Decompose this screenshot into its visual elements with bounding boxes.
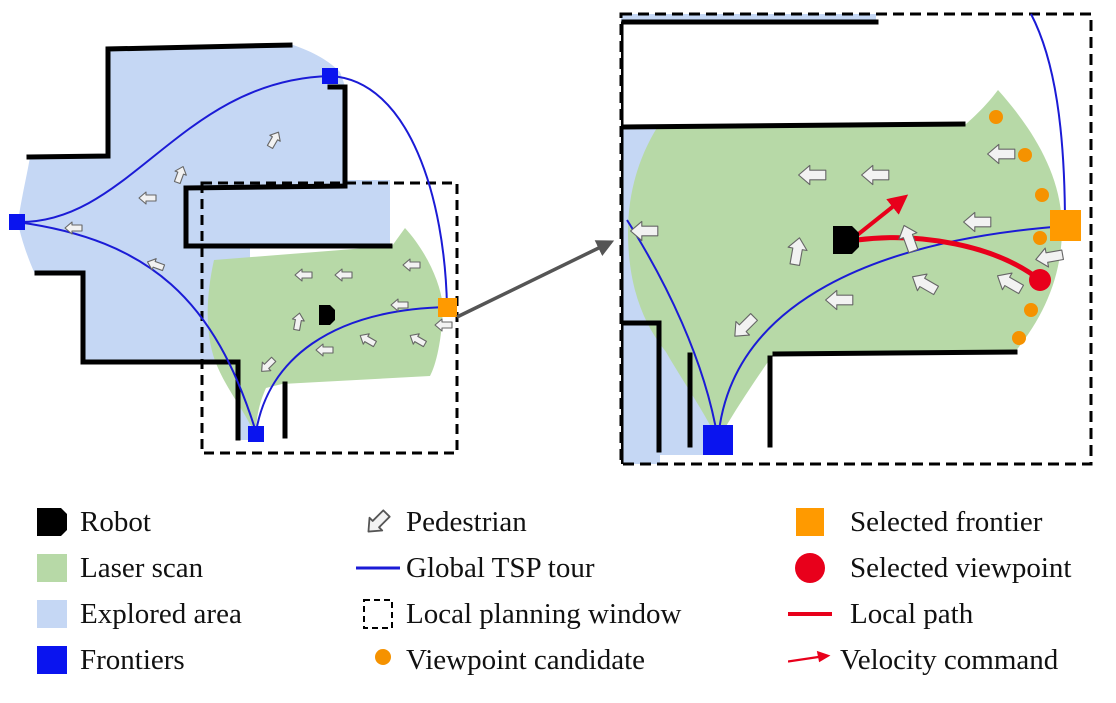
legend-label: Explored area	[80, 597, 242, 630]
viewpoint-candidate	[989, 110, 1003, 124]
pedestrian-icon	[825, 289, 854, 311]
viewpoint-candidates	[989, 110, 1049, 345]
frontiers	[9, 68, 457, 442]
frontier-marker	[248, 426, 264, 442]
legend-item-viewpoint-candidate: Viewpoint candidate	[356, 640, 645, 680]
laser-scan-area	[628, 90, 1062, 440]
viewpoint-candidate	[1012, 331, 1026, 345]
laser-scan-swatch	[37, 554, 67, 582]
zoomed-map	[621, 14, 1062, 464]
legend-item-local-planning-window: Local planning window	[356, 594, 681, 634]
pedestrian-icon	[138, 191, 157, 205]
explored-area	[18, 44, 390, 440]
legend-label: Local planning window	[406, 597, 682, 630]
frontier-marker	[9, 214, 25, 230]
pedestrian-icon	[987, 143, 1016, 165]
legend-item-laser-scan: Laser scan	[30, 548, 203, 588]
legend-item-robot: Robot	[30, 502, 151, 542]
local-planning-window-zoomed	[619, 12, 1093, 466]
pedestrian-icon	[409, 333, 427, 348]
robot-marker	[833, 226, 859, 254]
legend-item-explored-area: Explored area	[30, 594, 242, 634]
selected-frontier-marker	[1050, 210, 1081, 241]
viewpoint-candidate	[1024, 303, 1038, 317]
legend-label: Laser scan	[80, 551, 204, 584]
pedestrian-icon	[734, 313, 758, 337]
pedestrian-icon	[434, 318, 453, 332]
pedestrian-icon	[390, 298, 409, 312]
pedestrian-icon	[963, 211, 992, 233]
pedestrian-icon	[1035, 247, 1064, 268]
exploration-diagram	[9, 12, 1093, 466]
explored-area-swatch	[37, 600, 67, 628]
frontier-marker	[322, 68, 338, 84]
legend-label: Frontiers	[80, 643, 185, 676]
legend-label: Selected frontier	[850, 505, 1043, 538]
frontier-marker	[703, 425, 733, 455]
pedestrian-icon	[261, 356, 277, 372]
pedestrian-icon	[266, 131, 281, 149]
red-arrow-icon	[788, 650, 831, 663]
walls	[621, 19, 1018, 464]
selected-viewpoint	[1029, 269, 1051, 291]
overview-pedestrians	[64, 131, 453, 372]
legend: Robot Laser scan Explored area Frontiers…	[0, 490, 1116, 703]
legend-label: Local path	[850, 597, 974, 630]
robot-icon	[37, 508, 67, 536]
orange-dot-icon	[375, 649, 391, 665]
pedestrian-icon	[402, 258, 421, 272]
legend-item-velocity-command: Velocity command	[788, 640, 1058, 680]
red-line-icon	[788, 612, 832, 616]
legend-label: Global TSP tour	[406, 551, 595, 584]
legend-item-pedestrian: Pedestrian	[356, 502, 527, 542]
pedestrian-icon	[787, 237, 808, 266]
blue-line-icon	[356, 566, 400, 570]
legend-label: Robot	[80, 505, 151, 538]
pedestrian-icon	[173, 165, 187, 185]
legend-item-selected-viewpoint: Selected viewpoint	[788, 548, 1071, 588]
frontier-square-icon	[37, 646, 67, 674]
viewpoint-candidate	[1018, 148, 1032, 162]
pedestrian-icon	[911, 273, 940, 296]
legend-item-frontiers: Frontiers	[30, 640, 185, 680]
viewpoint-candidate	[1033, 231, 1047, 245]
pedestrian-icon	[291, 312, 305, 331]
robot-marker	[319, 305, 335, 325]
local-path	[856, 235, 1042, 282]
pedestrian-icon	[146, 258, 166, 272]
tsp-tour-zoomed	[626, 13, 1066, 441]
zoom-arrow	[456, 240, 615, 319]
legend-label: Selected viewpoint	[850, 551, 1072, 584]
pedestrian-icon	[359, 333, 377, 348]
red-circle-icon	[795, 553, 825, 583]
overview-map	[9, 42, 459, 455]
pedestrian-icon	[798, 164, 827, 186]
walls	[26, 42, 393, 441]
viewpoint-candidate	[1035, 188, 1049, 202]
pedestrian-icon	[861, 164, 890, 186]
dashed-square-icon	[363, 599, 393, 629]
selected-frontier-marker	[438, 298, 457, 317]
pedestrian-icon	[898, 224, 919, 254]
legend-label: Viewpoint candidate	[406, 643, 646, 676]
legend-item-global-tsp-tour: Global TSP tour	[356, 548, 595, 588]
pedestrian-icon	[64, 221, 83, 235]
pedestrian-icon	[315, 343, 334, 357]
pedestrian-icon	[630, 220, 659, 242]
pedestrian-arrow-icon	[367, 509, 391, 533]
legend-label: Velocity command	[840, 643, 1059, 676]
legend-item-selected-frontier: Selected frontier	[788, 502, 1042, 542]
orange-square-icon	[796, 508, 824, 536]
pedestrian-icon	[996, 272, 1025, 295]
velocity-command	[854, 194, 909, 238]
laser-scan-area	[207, 228, 443, 438]
pedestrian-icon	[294, 268, 313, 282]
zoomed-pedestrians	[630, 143, 1064, 337]
legend-label: Pedestrian	[406, 505, 527, 538]
pedestrian-icon	[334, 268, 353, 282]
legend-item-local-path: Local path	[788, 594, 973, 634]
tsp-tour	[16, 75, 448, 433]
